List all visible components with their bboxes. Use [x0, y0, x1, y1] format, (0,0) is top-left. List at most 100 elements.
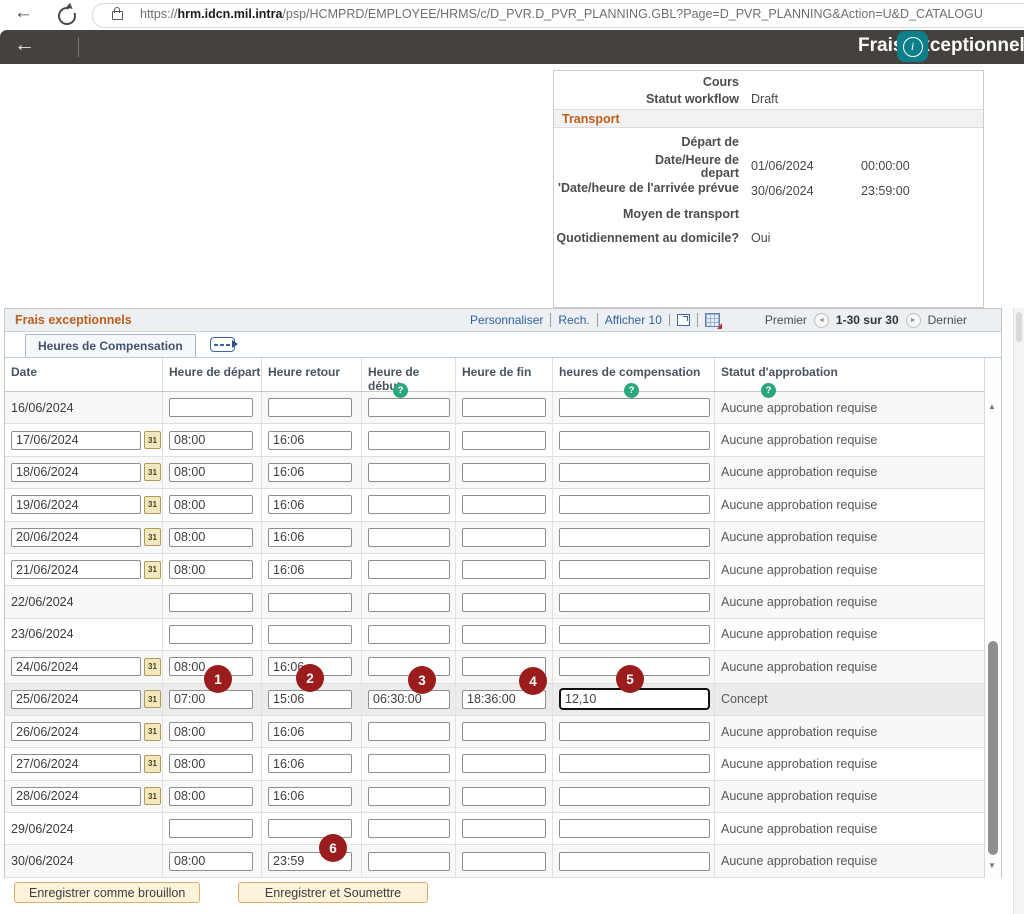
compensation-input[interactable]: [559, 592, 710, 612]
show-all-columns-icon[interactable]: [209, 337, 238, 352]
download-grid-icon[interactable]: [704, 313, 722, 329]
heure-fin-input[interactable]: [462, 624, 546, 644]
url-text[interactable]: https://hrm.idcn.mil.intra/psp/HCMPRD/EM…: [140, 7, 983, 21]
address-bar[interactable]: [92, 3, 1024, 28]
heure-depart-input[interactable]: [169, 689, 253, 709]
page-scrollbar[interactable]: [1013, 308, 1024, 914]
heure-debut-input[interactable]: [368, 527, 450, 547]
heure-depart-input[interactable]: [169, 722, 253, 742]
compensation-input[interactable]: [559, 688, 710, 711]
heure-depart-input[interactable]: [169, 527, 253, 547]
pager-prev-icon[interactable]: ◄: [813, 312, 829, 328]
compensation-input[interactable]: [559, 495, 710, 515]
heure-retour-input[interactable]: [268, 495, 352, 515]
date-input[interactable]: [11, 754, 141, 774]
heure-retour-input[interactable]: [268, 560, 352, 580]
afficher-link[interactable]: Afficher 10: [604, 313, 662, 327]
tab-heures-compensation[interactable]: Heures de Compensation: [25, 334, 196, 357]
calendar-icon[interactable]: 31: [144, 431, 161, 450]
calendar-icon[interactable]: 31: [144, 495, 161, 514]
calendar-icon[interactable]: 31: [144, 560, 161, 579]
heure-fin-input[interactable]: [462, 430, 546, 450]
heure-debut-input[interactable]: [368, 560, 450, 580]
info-badge[interactable]: i: [897, 31, 928, 62]
heure-retour-input[interactable]: [268, 430, 352, 450]
heure-fin-input[interactable]: [462, 462, 546, 482]
compensation-input[interactable]: [559, 527, 710, 547]
date-input[interactable]: [11, 495, 141, 515]
page-scrollbar-thumb[interactable]: [1016, 312, 1022, 342]
pager-next-icon[interactable]: ►: [905, 312, 921, 328]
heure-retour-input[interactable]: [268, 462, 352, 482]
help-icon-statut[interactable]: ?: [761, 383, 776, 398]
personnaliser-link[interactable]: Personnaliser: [470, 313, 544, 327]
browser-back-icon[interactable]: ←: [14, 2, 33, 23]
heure-depart-input[interactable]: [169, 495, 253, 515]
compensation-input[interactable]: [559, 819, 710, 839]
scroll-down-icon[interactable]: ▼: [988, 861, 996, 870]
heure-fin-input[interactable]: [462, 851, 546, 871]
pager-first[interactable]: Premier: [764, 313, 807, 327]
heure-depart-input[interactable]: [169, 819, 253, 839]
calendar-icon[interactable]: 31: [144, 754, 161, 773]
date-input[interactable]: [11, 527, 141, 547]
compensation-input[interactable]: [559, 786, 710, 806]
date-input[interactable]: [11, 722, 141, 742]
heure-debut-input[interactable]: [368, 592, 450, 612]
calendar-icon[interactable]: 31: [144, 690, 161, 709]
compensation-input[interactable]: [559, 754, 710, 774]
compensation-input[interactable]: [559, 462, 710, 482]
date-input[interactable]: [11, 786, 141, 806]
heure-depart-input[interactable]: [169, 430, 253, 450]
heure-debut-input[interactable]: [368, 430, 450, 450]
heure-depart-input[interactable]: [169, 462, 253, 482]
heure-debut-input[interactable]: [368, 851, 450, 871]
browser-refresh-icon[interactable]: [58, 6, 76, 25]
scroll-up-icon[interactable]: ▲: [988, 402, 996, 411]
help-icon-compensation[interactable]: ?: [624, 383, 639, 398]
heure-fin-input[interactable]: [462, 527, 546, 547]
popup-window-icon[interactable]: [676, 314, 690, 326]
heure-retour-input[interactable]: [268, 527, 352, 547]
heure-retour-input[interactable]: [268, 624, 352, 644]
date-input[interactable]: [11, 657, 141, 677]
compensation-input[interactable]: [559, 560, 710, 580]
heure-retour-input[interactable]: [268, 819, 352, 839]
calendar-icon[interactable]: 31: [144, 528, 161, 547]
save-draft-button[interactable]: Enregistrer comme brouillon: [14, 882, 201, 903]
save-submit-button[interactable]: Enregistrer et Soumettre: [238, 882, 428, 903]
heure-debut-input[interactable]: [368, 398, 450, 418]
compensation-input[interactable]: [559, 624, 710, 644]
heure-fin-input[interactable]: [462, 398, 546, 418]
heure-depart-input[interactable]: [169, 398, 253, 418]
heure-fin-input[interactable]: [462, 689, 546, 709]
heure-fin-input[interactable]: [462, 495, 546, 515]
heure-fin-input[interactable]: [462, 592, 546, 612]
heure-fin-input[interactable]: [462, 819, 546, 839]
heure-debut-input[interactable]: [368, 624, 450, 644]
date-input[interactable]: [11, 430, 141, 450]
heure-retour-input[interactable]: [268, 398, 352, 418]
heure-depart-input[interactable]: [169, 560, 253, 580]
heure-debut-input[interactable]: [368, 462, 450, 482]
grid-scrollbar[interactable]: ▲ ▼: [984, 358, 1001, 878]
lock-icon[interactable]: [112, 7, 123, 20]
heure-retour-input[interactable]: [268, 592, 352, 612]
heure-depart-input[interactable]: [169, 624, 253, 644]
heure-depart-input[interactable]: [169, 851, 253, 871]
heure-depart-input[interactable]: [169, 786, 253, 806]
app-back-icon[interactable]: ←: [14, 33, 35, 56]
compensation-input[interactable]: [559, 430, 710, 450]
heure-retour-input[interactable]: [268, 786, 352, 806]
heure-retour-input[interactable]: [268, 689, 352, 709]
compensation-input[interactable]: [559, 398, 710, 418]
date-input[interactable]: [11, 689, 141, 709]
compensation-input[interactable]: [559, 722, 710, 742]
calendar-icon[interactable]: 31: [144, 463, 161, 482]
compensation-input[interactable]: [559, 851, 710, 871]
heure-debut-input[interactable]: [368, 495, 450, 515]
date-input[interactable]: [11, 462, 141, 482]
heure-debut-input[interactable]: [368, 786, 450, 806]
heure-debut-input[interactable]: [368, 722, 450, 742]
scrollbar-thumb[interactable]: [988, 641, 998, 855]
